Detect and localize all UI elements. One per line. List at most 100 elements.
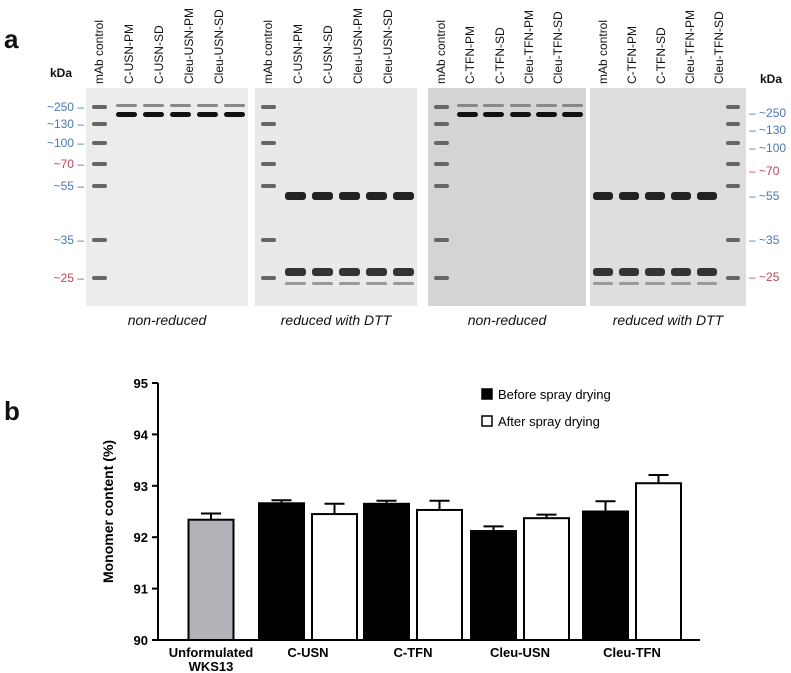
lane-label: C-TFN-SD <box>653 27 668 84</box>
sample-band <box>284 268 307 276</box>
lane-label: Cleu-TFN-SD <box>711 11 726 84</box>
x-category-label: WKS13 <box>189 659 234 673</box>
marker-label-right: – ~35 <box>749 233 780 247</box>
lane-label: mAb control <box>261 19 275 84</box>
ladder-band <box>260 141 277 145</box>
sample-band <box>223 112 246 117</box>
lane-label: Cleu-USN-PM <box>182 7 196 84</box>
sample-band <box>196 112 219 117</box>
marker-label-right: – ~250 <box>749 106 787 120</box>
legend-swatch <box>481 415 493 427</box>
ladder-band <box>433 184 449 188</box>
ladder-band <box>260 276 277 280</box>
sample-band <box>618 268 640 276</box>
sample-band <box>483 112 505 117</box>
bar-before <box>470 530 517 641</box>
sample-band <box>338 192 361 200</box>
sample-band <box>142 104 165 107</box>
sample-band <box>311 268 334 276</box>
marker-label-left: ~130 – <box>46 117 84 131</box>
ladder-band <box>260 162 277 166</box>
sample-band <box>509 104 531 107</box>
sample-band <box>618 192 640 200</box>
ladder-band <box>260 184 277 188</box>
sample-band <box>284 282 307 285</box>
bar-after <box>416 508 463 642</box>
ladder-band <box>91 105 108 109</box>
sample-band <box>338 268 361 276</box>
y-tick-label: 94 <box>134 427 149 442</box>
ladder-band <box>91 184 108 188</box>
sample-band <box>365 282 388 285</box>
ladder-band <box>91 162 108 166</box>
ladder-band <box>91 238 108 242</box>
sample-band <box>392 282 415 285</box>
sample-band <box>644 192 666 200</box>
marker-label-right: – ~55 <box>749 189 780 203</box>
ladder-band <box>91 122 108 126</box>
sample-band <box>670 282 692 285</box>
sample-band <box>169 112 192 117</box>
lane-label: mAb control <box>92 19 106 84</box>
kda-label-left: kDa <box>50 66 73 80</box>
ladder-band <box>725 276 741 280</box>
ladder-band <box>725 122 741 126</box>
sample-band <box>696 192 718 200</box>
sample-band <box>483 104 505 107</box>
sample-band <box>284 192 307 200</box>
ladder-band <box>433 162 449 166</box>
sample-band <box>696 268 718 276</box>
sample-band <box>115 112 138 117</box>
bar-reference <box>187 518 235 641</box>
x-category-label: C-TFN <box>394 645 433 660</box>
ladder-band <box>725 105 741 109</box>
sample-band <box>311 282 334 285</box>
sample-band <box>311 192 334 200</box>
bar-before <box>258 502 305 641</box>
sample-band <box>670 268 692 276</box>
sample-band <box>392 268 415 276</box>
marker-label-left: ~100 – <box>46 136 84 150</box>
ladder-band <box>91 141 108 145</box>
ladder-band <box>260 122 277 126</box>
sample-band <box>592 282 614 285</box>
legend-label: After spray drying <box>498 414 600 429</box>
marker-label-left: ~25 – <box>53 271 84 285</box>
gel-image-2 <box>255 88 417 306</box>
bar-before <box>363 502 410 642</box>
sample-band <box>365 192 388 200</box>
lane-label: C-TFN-SD <box>492 27 507 84</box>
sample-band <box>456 104 479 107</box>
lane-label: Cleu-USN-SD <box>212 9 226 84</box>
lane-label: mAb control <box>434 19 448 84</box>
gel-caption: reduced with DTT <box>612 312 724 328</box>
panel-a-letter: a <box>4 24 19 54</box>
sample-band <box>670 192 692 200</box>
y-tick-label: 95 <box>134 376 148 391</box>
ladder-band <box>433 122 449 126</box>
ladder-band <box>260 105 277 109</box>
sample-band <box>562 112 584 117</box>
ladder-band <box>725 238 741 242</box>
sample-band <box>196 104 219 107</box>
bar-after <box>635 482 682 642</box>
ladder-band <box>260 238 277 242</box>
ladder-band <box>725 141 741 145</box>
lane-label: C-USN-SD <box>321 25 335 84</box>
ladder-band <box>433 276 449 280</box>
marker-label-left: ~35 – <box>53 233 84 247</box>
marker-label-right: – ~130 <box>749 123 787 137</box>
lane-label: Cleu-USN-SD <box>381 9 395 84</box>
sample-band <box>169 104 192 107</box>
marker-label-right: – ~70 <box>749 164 780 178</box>
y-axis-label: Monomer content (%) <box>100 440 116 583</box>
gel-caption: reduced with DTT <box>280 312 392 328</box>
gel-image-3 <box>428 88 586 306</box>
y-tick-label: 93 <box>134 479 148 494</box>
sample-band <box>142 112 165 117</box>
lane-label: Cleu-TFN-PM <box>521 10 536 84</box>
gel-image-4 <box>590 88 746 306</box>
sample-band <box>223 104 246 107</box>
sample-band <box>696 282 718 285</box>
sample-band <box>535 112 558 117</box>
